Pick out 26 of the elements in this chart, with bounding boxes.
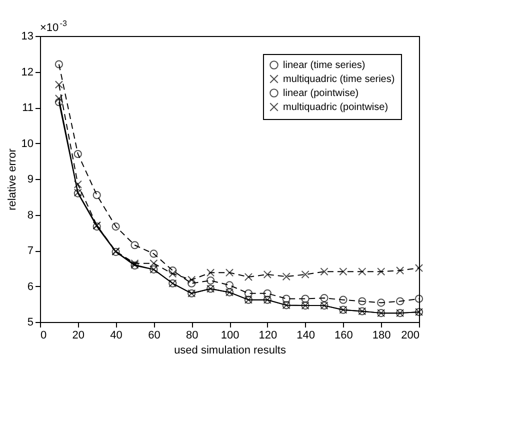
x-tick-label: 80	[186, 330, 198, 342]
y-tick-label: 13	[21, 30, 34, 42]
x-tick-label: 0	[40, 330, 47, 342]
y-tick-label: 10	[21, 138, 34, 150]
legend-label: linear (pointwise)	[283, 88, 359, 99]
legend-label: multiquadric (pointwise)	[283, 102, 388, 113]
x-axis-title: used simulation results	[174, 344, 286, 356]
x-tick-label: 140	[296, 330, 315, 342]
x-tick-label: 60	[148, 330, 160, 342]
x-tick-label: 100	[220, 330, 240, 342]
y-tick-label: 7	[27, 245, 34, 257]
legend-label: linear (time series)	[283, 60, 366, 71]
y-tick-label: 12	[21, 66, 34, 78]
x-tick-label: 200	[401, 330, 420, 342]
x-tick-label: 180	[372, 330, 391, 342]
y-tick-label: 9	[27, 174, 34, 186]
y-tick-label: 8	[27, 209, 34, 222]
y-tick-label: 5	[27, 316, 34, 328]
y-tick-label: 6	[27, 280, 34, 293]
x-tick-label: 40	[110, 330, 122, 342]
legend-label: multiquadric (time series)	[283, 74, 395, 85]
y-tick-label: 11	[22, 102, 34, 114]
x-tick-label: 120	[258, 330, 278, 342]
x-tick-label: 160	[334, 330, 353, 342]
x-tick-label: 20	[72, 330, 85, 342]
y-axis-title: relative error	[6, 148, 18, 210]
